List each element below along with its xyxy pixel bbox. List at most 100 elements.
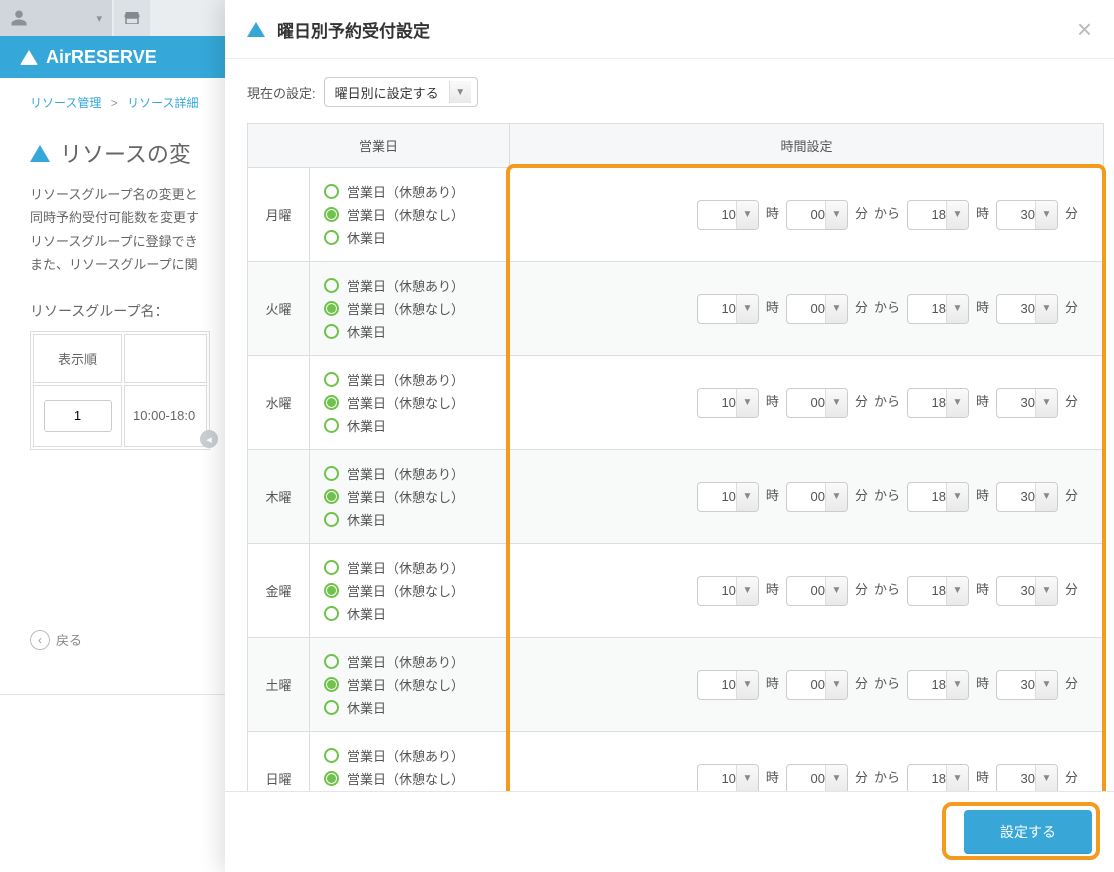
time-select[interactable]: 30▼ xyxy=(996,764,1058,792)
time-select[interactable]: 30▼ xyxy=(996,670,1058,700)
resource-mini-table: 表示順 10:00-18:0 xyxy=(30,331,210,450)
radio-no_break[interactable]: 営業日（休憩なし） xyxy=(324,487,495,506)
radio-no_break[interactable]: 営業日（休憩なし） xyxy=(324,205,495,224)
radio-no_break[interactable]: 営業日（休憩なし） xyxy=(324,581,495,600)
day-label: 月曜 xyxy=(248,168,310,262)
weekday-row: 水曜営業日（休憩あり）営業日（休憩なし）休業日10▼時00▼分から18▼時30▼… xyxy=(248,356,1104,450)
time-select[interactable]: 18▼ xyxy=(907,482,969,512)
radio-closed[interactable]: 休業日 xyxy=(324,510,495,529)
time-select[interactable]: 30▼ xyxy=(996,294,1058,324)
time-select[interactable]: 00▼ xyxy=(786,294,848,324)
radio-closed[interactable]: 休業日 xyxy=(324,416,495,435)
radio-with_break[interactable]: 営業日（休憩あり） xyxy=(324,370,495,389)
radio-icon xyxy=(324,489,339,504)
radio-icon xyxy=(324,583,339,598)
breadcrumb-item[interactable]: リソース管理 xyxy=(30,96,101,110)
breadcrumb-item[interactable]: リソース詳細 xyxy=(127,96,198,110)
radio-label: 営業日（休憩なし） xyxy=(347,487,464,506)
radio-label: 営業日（休憩なし） xyxy=(347,581,464,600)
current-setting-row: 現在の設定: 曜日別に設定する ▼ xyxy=(247,59,1104,123)
radio-with_break[interactable]: 営業日（休憩あり） xyxy=(324,746,495,765)
time-select[interactable]: 30▼ xyxy=(996,200,1058,230)
title-triangle-icon xyxy=(30,145,50,162)
setting-mode-value: 曜日別に設定する xyxy=(335,83,439,102)
radio-icon xyxy=(324,395,339,410)
radio-label: 営業日（休憩あり） xyxy=(347,558,464,577)
chevron-down-icon: ▼ xyxy=(825,389,847,417)
radio-with_break[interactable]: 営業日（休憩あり） xyxy=(324,182,495,201)
radio-label: 休業日 xyxy=(347,510,386,529)
time-select[interactable]: 18▼ xyxy=(907,670,969,700)
day-label: 金曜 xyxy=(248,544,310,638)
day-type-cell: 営業日（休憩あり） 営業日（休憩なし） 休業日 xyxy=(310,544,510,638)
radio-with_break[interactable]: 営業日（休憩あり） xyxy=(324,558,495,577)
time-select[interactable]: 30▼ xyxy=(996,576,1058,606)
time-select[interactable]: 10▼ xyxy=(697,670,759,700)
chevron-down-icon: ▼ xyxy=(946,483,968,511)
time-select[interactable]: 18▼ xyxy=(907,764,969,792)
time-select[interactable]: 10▼ xyxy=(697,294,759,324)
radio-closed[interactable]: 休業日 xyxy=(324,698,495,717)
time-select[interactable]: 30▼ xyxy=(996,388,1058,418)
time-select[interactable]: 18▼ xyxy=(907,294,969,324)
setting-mode-select[interactable]: 曜日別に設定する ▼ xyxy=(324,77,478,107)
radio-icon xyxy=(324,700,339,715)
time-select[interactable]: 00▼ xyxy=(786,576,848,606)
time-select[interactable]: 18▼ xyxy=(907,576,969,606)
chevron-down-icon: ▼ xyxy=(1035,201,1057,229)
time-select[interactable]: 00▼ xyxy=(786,764,848,792)
chevron-down-icon: ▼ xyxy=(825,577,847,605)
collapse-handle[interactable]: ◂ xyxy=(200,430,218,448)
day-type-cell: 営業日（休憩あり） 営業日（休憩なし） 休業日 xyxy=(310,356,510,450)
time-select[interactable]: 10▼ xyxy=(697,576,759,606)
store-menu[interactable] xyxy=(114,0,150,36)
chevron-down-icon: ▼ xyxy=(825,765,847,792)
day-label: 火曜 xyxy=(248,262,310,356)
modal-title: 曜日別予約受付設定 xyxy=(277,17,1077,42)
chevron-down-icon: ▼ xyxy=(1035,577,1057,605)
radio-no_break[interactable]: 営業日（休憩なし） xyxy=(324,769,495,788)
time-select[interactable]: 18▼ xyxy=(907,200,969,230)
time-select[interactable]: 10▼ xyxy=(697,388,759,418)
order-input[interactable] xyxy=(44,400,112,432)
time-select[interactable]: 00▼ xyxy=(786,200,848,230)
radio-closed[interactable]: 休業日 xyxy=(324,228,495,247)
radio-no_break[interactable]: 営業日（休憩なし） xyxy=(324,675,495,694)
radio-icon xyxy=(324,654,339,669)
radio-closed[interactable]: 休業日 xyxy=(324,604,495,623)
radio-label: 休業日 xyxy=(347,604,386,623)
day-type-cell: 営業日（休憩あり）営業日（休憩なし）休業日 xyxy=(310,732,510,792)
time-select[interactable]: 10▼ xyxy=(697,764,759,792)
time-select[interactable]: 00▼ xyxy=(786,388,848,418)
time-select[interactable]: 00▼ xyxy=(786,482,848,512)
weekday-table: 営業日 時間設定 月曜営業日（休憩あり）営業日（休憩なし）休業日10▼時00▼分… xyxy=(247,123,1104,791)
time-select[interactable]: 18▼ xyxy=(907,388,969,418)
time-select[interactable]: 10▼ xyxy=(697,482,759,512)
time-cell: 10▼時00▼分から18▼時30▼分 xyxy=(510,168,1104,262)
day-type-cell: 営業日（休憩あり） 営業日（休憩なし） 休業日 xyxy=(310,262,510,356)
close-icon[interactable]: × xyxy=(1077,16,1092,42)
chevron-down-icon: ▼ xyxy=(946,201,968,229)
time-select[interactable]: 00▼ xyxy=(786,670,848,700)
radio-no_break[interactable]: 営業日（休憩なし） xyxy=(324,393,495,412)
radio-with_break[interactable]: 営業日（休憩あり） xyxy=(324,464,495,483)
radio-no_break[interactable]: 営業日（休憩なし） xyxy=(324,299,495,318)
page-title: リソースの変 xyxy=(60,137,191,169)
radio-label: 営業日（休憩あり） xyxy=(347,464,464,483)
radio-with_break[interactable]: 営業日（休憩あり） xyxy=(324,652,495,671)
radio-with_break[interactable]: 営業日（休憩あり） xyxy=(324,276,495,295)
current-setting-label: 現在の設定: xyxy=(247,83,316,102)
chevron-down-icon: ▾ xyxy=(96,12,102,25)
time-select[interactable]: 10▼ xyxy=(697,200,759,230)
radio-label: 休業日 xyxy=(347,322,386,341)
radio-closed[interactable]: 休業日 xyxy=(324,322,495,341)
time-select[interactable]: 30▼ xyxy=(996,482,1058,512)
chevron-down-icon: ▼ xyxy=(736,577,758,605)
day-label: 日曜 xyxy=(248,732,310,792)
time-cell: 10▼時00▼分から18▼時30▼分 xyxy=(510,544,1104,638)
radio-label: 休業日 xyxy=(347,228,386,247)
radio-label: 営業日（休憩あり） xyxy=(347,652,464,671)
submit-button[interactable]: 設定する xyxy=(964,810,1092,854)
weekday-settings-modal: 曜日別予約受付設定 × 現在の設定: 曜日別に設定する ▼ 営業日 時間設定 月… xyxy=(225,0,1114,872)
user-menu[interactable]: ▾ xyxy=(0,0,112,36)
